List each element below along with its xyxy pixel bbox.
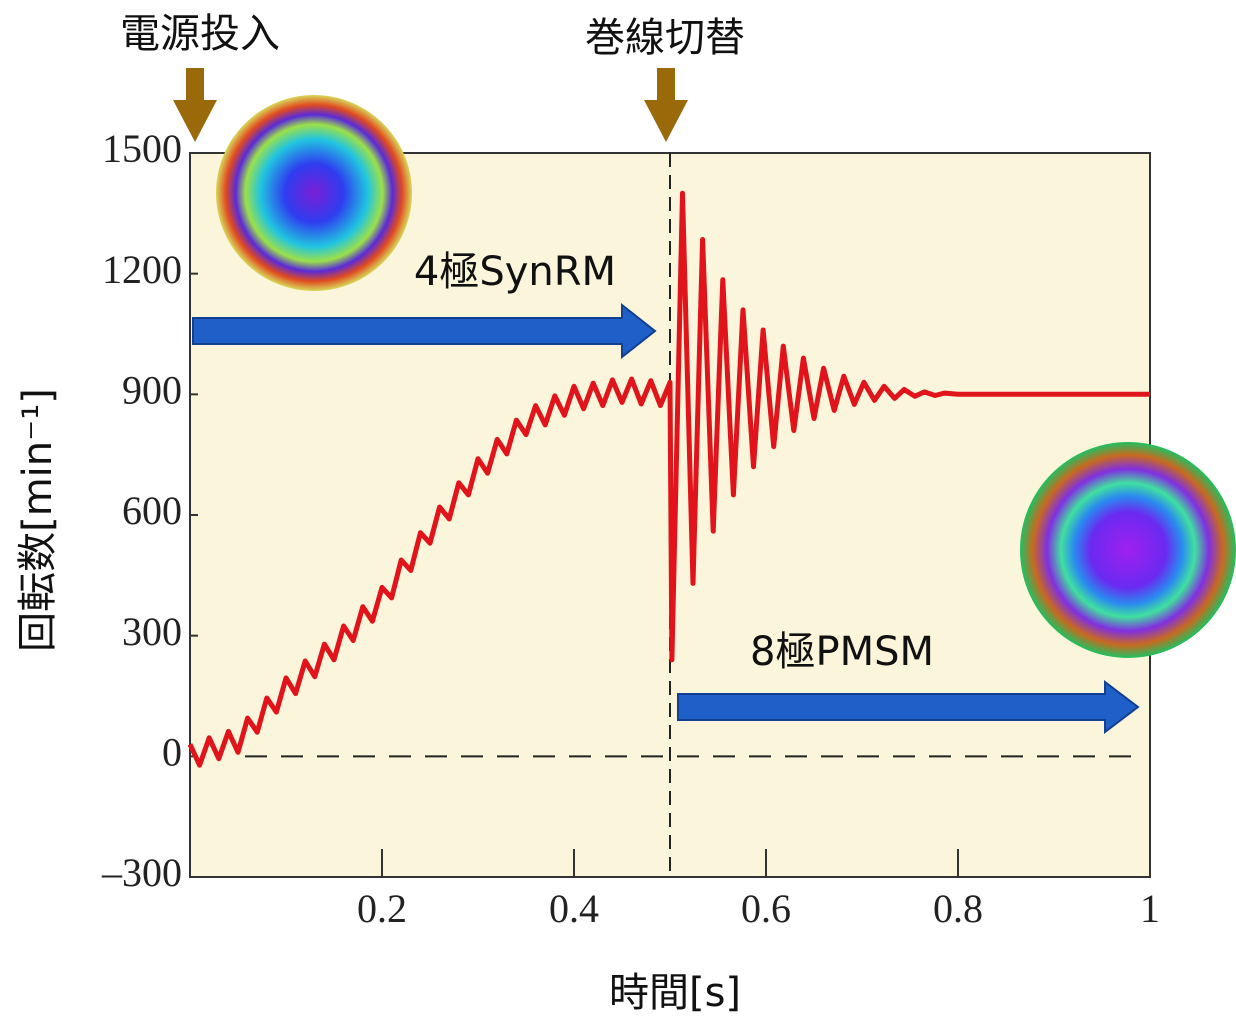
- annotation: 巻線切替: [585, 15, 745, 61]
- x-tick-label: 0.2: [357, 886, 407, 931]
- y-tick-label: 0: [162, 730, 182, 775]
- data-line: [187, 190, 1150, 768]
- arrow: [192, 302, 657, 360]
- arrow: [173, 68, 217, 142]
- y-tick-label: 900: [122, 368, 182, 413]
- arrow: [644, 68, 688, 142]
- plot-layer: –300 0 300 600 900 1200 1500 0.2 0.4 0.6 0.8 1: [101, 126, 1160, 931]
- y-tick-label: 300: [122, 609, 182, 654]
- annotation: 4極SynRM: [414, 249, 616, 295]
- y-tick-label: –300: [101, 850, 182, 895]
- annotation: 8極PMSM: [750, 629, 934, 675]
- y-tick-label: 600: [122, 488, 182, 533]
- x-axis-label: 時間[s]: [609, 970, 741, 1016]
- x-tick-label: 1: [1140, 886, 1160, 931]
- y-axis-label: 回転数[min⁻¹]: [15, 388, 61, 652]
- y-tick-label: 1200: [102, 247, 182, 292]
- y-tick-label: 1500: [102, 126, 182, 171]
- arrow: [677, 679, 1140, 735]
- x-tick-label: 0.4: [549, 886, 599, 931]
- motor-image: [1020, 442, 1236, 658]
- annotation: 電源投入: [120, 11, 280, 57]
- x-tick-label: 0.6: [741, 886, 791, 931]
- motor-image: [216, 95, 412, 291]
- x-tick-label: 0.8: [933, 886, 983, 931]
